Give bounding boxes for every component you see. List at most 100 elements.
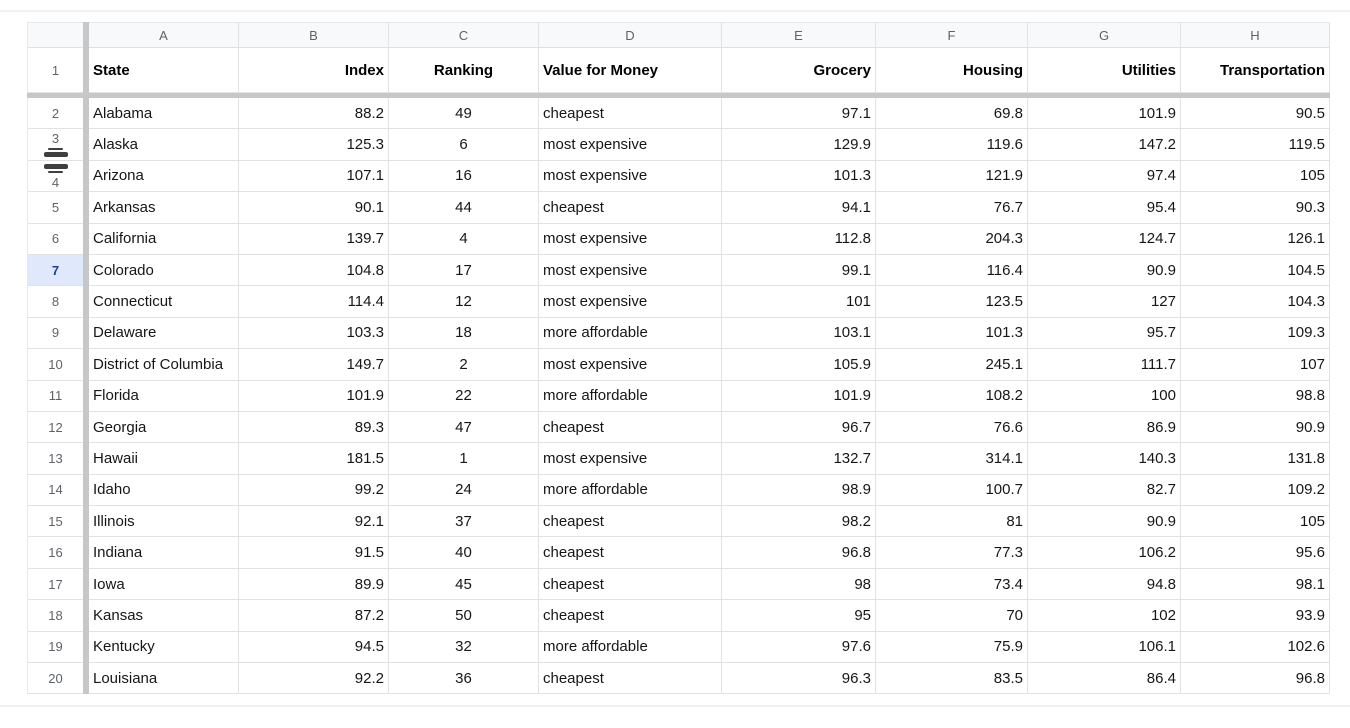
cell[interactable]: 89.9 <box>239 568 389 601</box>
cell[interactable]: 87.2 <box>239 600 389 632</box>
cell[interactable]: 109.2 <box>1181 474 1330 507</box>
cell[interactable]: 69.8 <box>876 98 1028 130</box>
cell[interactable]: 98.9 <box>722 474 876 507</box>
row-header-19[interactable]: 19 <box>27 631 83 664</box>
cell[interactable]: 96.8 <box>722 537 876 569</box>
cell[interactable]: 70 <box>876 600 1028 632</box>
cell[interactable]: Alabama <box>89 98 239 130</box>
cell[interactable]: most expensive <box>539 129 722 161</box>
cell[interactable]: 102.6 <box>1181 631 1330 664</box>
row-header-16[interactable]: 16 <box>27 537 83 569</box>
cell[interactable]: 73.4 <box>876 568 1028 601</box>
cell[interactable]: 96.7 <box>722 411 876 444</box>
cell[interactable]: 99.2 <box>239 474 389 507</box>
cell[interactable]: 126.1 <box>1181 223 1330 255</box>
cell[interactable]: 108.2 <box>876 380 1028 412</box>
cell[interactable]: 103.1 <box>722 317 876 350</box>
cell[interactable]: 37 <box>389 506 539 538</box>
cell[interactable]: 90.9 <box>1028 254 1181 287</box>
cell[interactable]: cheapest <box>539 568 722 601</box>
cell[interactable]: 97.1 <box>722 98 876 130</box>
cell[interactable]: 107.1 <box>239 160 389 193</box>
cell[interactable]: cheapest <box>539 98 722 130</box>
cell[interactable]: 40 <box>389 537 539 569</box>
cell[interactable]: Kentucky <box>89 631 239 664</box>
cell[interactable]: 92.1 <box>239 506 389 538</box>
cell[interactable]: 77.3 <box>876 537 1028 569</box>
row-header-1[interactable]: 1 <box>27 48 83 93</box>
row-header-7[interactable]: 7 <box>27 254 83 287</box>
cell[interactable]: Grocery <box>722 48 876 93</box>
row-resize-handle[interactable] <box>48 170 63 173</box>
cell[interactable]: 94.5 <box>239 631 389 664</box>
cell[interactable]: 123.5 <box>876 286 1028 318</box>
cell[interactable]: Hawaii <box>89 443 239 475</box>
cell[interactable]: Utilities <box>1028 48 1181 93</box>
cell[interactable]: 86.9 <box>1028 411 1181 444</box>
cell[interactable]: 105 <box>1181 506 1330 538</box>
cell[interactable]: 116.4 <box>876 254 1028 287</box>
cell[interactable]: cheapest <box>539 537 722 569</box>
cell[interactable]: 36 <box>389 663 539 695</box>
cell[interactable]: more affordable <box>539 631 722 664</box>
cell[interactable]: Georgia <box>89 411 239 444</box>
cell[interactable]: 100 <box>1028 380 1181 412</box>
cell[interactable]: 96.8 <box>1181 663 1330 695</box>
cell[interactable]: 127 <box>1028 286 1181 318</box>
cell[interactable]: 106.1 <box>1028 631 1181 664</box>
cell[interactable]: 101.3 <box>722 160 876 193</box>
cell[interactable]: 101.9 <box>722 380 876 412</box>
row-header-12[interactable]: 12 <box>27 411 83 444</box>
cell[interactable]: 131.8 <box>1181 443 1330 475</box>
cell[interactable]: more affordable <box>539 317 722 350</box>
select-all-corner[interactable] <box>27 22 83 48</box>
column-header-C[interactable]: C <box>389 22 539 48</box>
cell[interactable]: 94.8 <box>1028 568 1181 601</box>
row-header-3[interactable]: 3 <box>27 129 83 161</box>
cell[interactable]: 101.9 <box>239 380 389 412</box>
cell[interactable]: Index <box>239 48 389 93</box>
cell[interactable]: 90.9 <box>1181 411 1330 444</box>
row-header-11[interactable]: 11 <box>27 380 83 412</box>
cell[interactable]: 49 <box>389 98 539 130</box>
cell[interactable]: 121.9 <box>876 160 1028 193</box>
cell[interactable]: 106.2 <box>1028 537 1181 569</box>
cell[interactable]: 111.7 <box>1028 349 1181 381</box>
cell[interactable]: Idaho <box>89 474 239 507</box>
row-header-14[interactable]: 14 <box>27 474 83 507</box>
cell[interactable]: 124.7 <box>1028 223 1181 255</box>
cell[interactable]: 76.7 <box>876 192 1028 224</box>
cell[interactable]: 132.7 <box>722 443 876 475</box>
cell[interactable]: 204.3 <box>876 223 1028 255</box>
cell[interactable]: Delaware <box>89 317 239 350</box>
cell[interactable]: 88.2 <box>239 98 389 130</box>
cell[interactable]: Arizona <box>89 160 239 193</box>
cell[interactable]: 92.2 <box>239 663 389 695</box>
cell[interactable]: cheapest <box>539 411 722 444</box>
cell[interactable]: 98.1 <box>1181 568 1330 601</box>
row-header-18[interactable]: 18 <box>27 600 83 632</box>
cell[interactable]: 125.3 <box>239 129 389 161</box>
row-header-9[interactable]: 9 <box>27 317 83 350</box>
column-header-E[interactable]: E <box>722 22 876 48</box>
cell[interactable]: Colorado <box>89 254 239 287</box>
cell[interactable]: 112.8 <box>722 223 876 255</box>
cell[interactable]: 119.6 <box>876 129 1028 161</box>
cell[interactable]: 18 <box>389 317 539 350</box>
cell[interactable]: Iowa <box>89 568 239 601</box>
cell[interactable]: 83.5 <box>876 663 1028 695</box>
row-header-5[interactable]: 5 <box>27 192 83 224</box>
row-header-17[interactable]: 17 <box>27 568 83 601</box>
cell[interactable]: 104.3 <box>1181 286 1330 318</box>
row-header-4[interactable]: 4 <box>27 160 83 193</box>
cell[interactable]: 32 <box>389 631 539 664</box>
cell[interactable]: 95.6 <box>1181 537 1330 569</box>
cell[interactable]: cheapest <box>539 600 722 632</box>
cell[interactable]: Value for Money <box>539 48 722 93</box>
cell[interactable]: 101.9 <box>1028 98 1181 130</box>
cell[interactable]: 105 <box>1181 160 1330 193</box>
cell[interactable]: Arkansas <box>89 192 239 224</box>
cell[interactable]: 1 <box>389 443 539 475</box>
cell[interactable]: 94.1 <box>722 192 876 224</box>
column-header-G[interactable]: G <box>1028 22 1181 48</box>
